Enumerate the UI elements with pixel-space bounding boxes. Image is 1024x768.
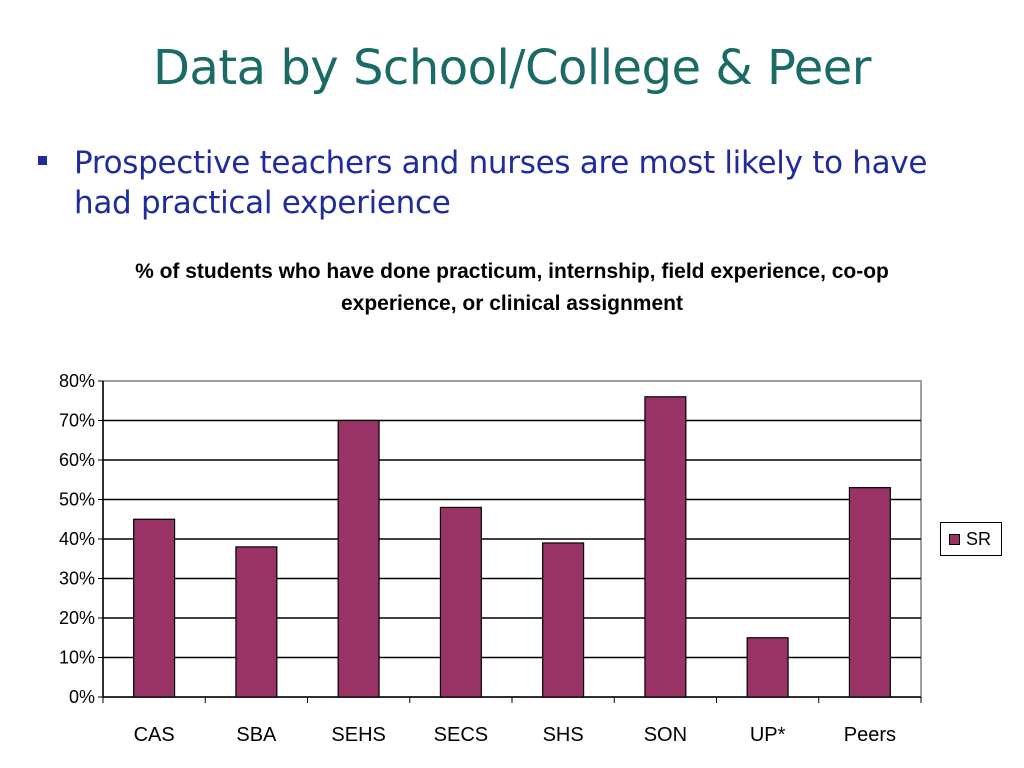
bar [439, 506, 482, 698]
y-tick-label: 30% [59, 569, 95, 589]
y-tick-label: 20% [59, 608, 95, 628]
bar [746, 637, 789, 698]
x-tick-label: SHS [543, 724, 584, 746]
bar [133, 518, 176, 698]
y-tick-label: 70% [59, 411, 95, 431]
square-bullet-icon [38, 156, 47, 165]
bar [337, 419, 380, 698]
y-tick-label: 0% [69, 687, 95, 707]
bullet-text: Prospective teachers and nurses are most… [74, 145, 928, 221]
x-tick-label: CAS [134, 724, 175, 746]
x-tick-label: Peers [844, 724, 896, 746]
x-tick-label: UP* [750, 724, 786, 746]
bar [644, 396, 687, 698]
chart-title: % of students who have done practicum, i… [135, 260, 889, 315]
x-tick-label: SBA [236, 724, 277, 746]
bar [235, 546, 278, 698]
slide-title: Data by School/College & Peer [152, 40, 872, 96]
y-tick-label: 40% [59, 529, 95, 549]
y-tick-label: 50% [59, 490, 95, 510]
x-tick-label: SECS [434, 724, 488, 746]
x-tick-label: SON [644, 724, 687, 746]
y-tick-label: 10% [59, 648, 95, 668]
chart-legend: SR [940, 522, 1002, 556]
x-tick-label: SEHS [331, 724, 385, 746]
legend-swatch [949, 534, 960, 545]
bar [848, 487, 891, 698]
bar [542, 542, 585, 698]
y-tick-label: 80% [59, 371, 95, 391]
y-tick-label: 60% [59, 450, 95, 470]
legend-label: SR [966, 529, 992, 549]
